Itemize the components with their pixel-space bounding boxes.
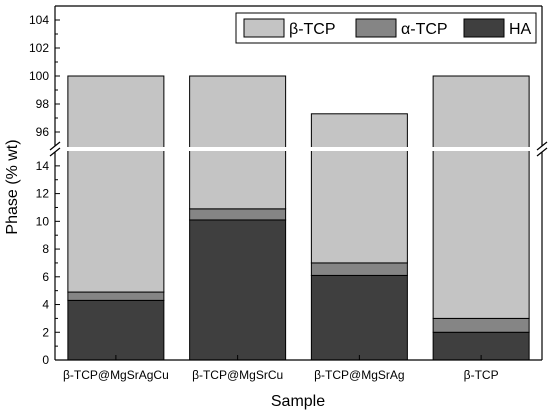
legend-swatch (355, 18, 397, 38)
legend: β-TCP α-TCP HA (235, 12, 537, 44)
x-tick-label: β-TCP@MgSrAg (314, 368, 404, 382)
y-tick-label: 2 (42, 325, 49, 339)
y-tick-label: 10 (36, 214, 50, 228)
y-tick-label: 4 (42, 298, 49, 312)
axis-break-mark (49, 141, 61, 151)
legend-swatch (243, 18, 285, 38)
x-tick-label: β-TCP@MgSrAgCu (63, 368, 169, 382)
x-axis-label: Sample (271, 393, 325, 410)
y-tick-label: 6 (42, 270, 49, 284)
x-tick-label: β-TCP (464, 368, 499, 382)
y-tick-label: 14 (36, 159, 50, 173)
x-tick-label: β-TCP@MgSrCu (192, 368, 283, 382)
bar-segment-β-TCP (310, 113, 408, 264)
bar-segment-α-TCP (310, 262, 408, 276)
y-tick-label: 8 (42, 242, 49, 256)
bars-group (67, 75, 530, 361)
axes-group: β-TCP@MgSrAgCu β-TCP@MgSrCu β-TCP@MgSrAg β-… (29, 5, 548, 382)
bar-segment-β-TCP (189, 75, 287, 210)
y-tick-label: 100 (29, 69, 49, 83)
y-axis-label: Phase (% wt) (4, 139, 21, 234)
legend-label: α-TCP (401, 21, 448, 38)
y-tick-label: 104 (29, 13, 49, 27)
axis-break-mark (536, 141, 548, 151)
y-tick-label: 0 (42, 353, 49, 367)
bar-segment-α-TCP (67, 291, 165, 301)
y-tick-label: 102 (29, 41, 49, 55)
axis-break-gap (53, 147, 544, 151)
bar-segment-β-TCP (67, 75, 165, 293)
bar-segment-α-TCP (189, 208, 287, 221)
axis-break-mark (536, 147, 548, 157)
bar-segment-β-TCP (432, 75, 530, 319)
legend-label: HA (509, 21, 532, 38)
legend-swatch (463, 18, 505, 38)
axis-break-mark (49, 147, 61, 157)
bar-segment-HA (189, 219, 287, 361)
bar-segment-HA (310, 274, 408, 361)
bar-segment-α-TCP (432, 317, 530, 333)
bar-segment-HA (67, 299, 165, 361)
y-tick-label: 12 (36, 187, 50, 201)
y-tick-label: 98 (36, 97, 50, 111)
legend-label: β-TCP (289, 21, 336, 38)
y-tick-label: 96 (36, 125, 50, 139)
